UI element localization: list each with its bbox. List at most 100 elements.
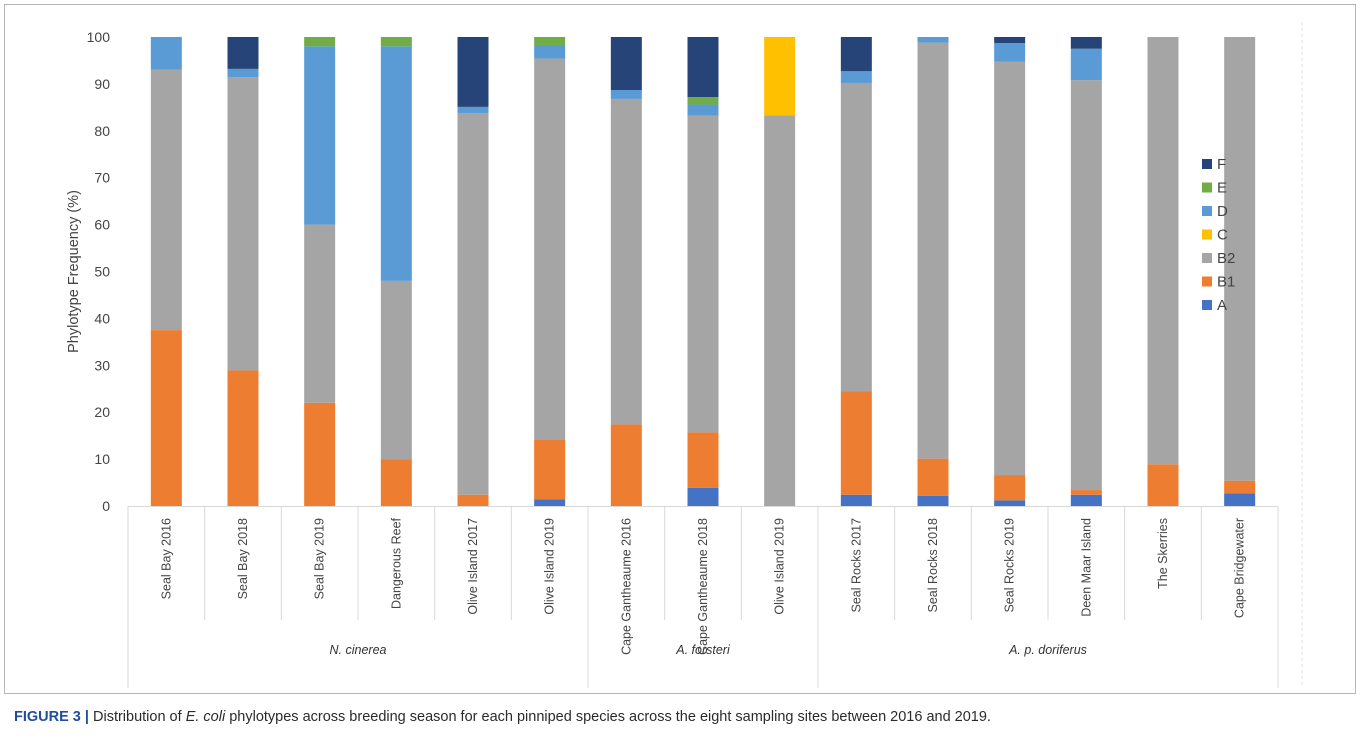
legend-label: A bbox=[1217, 297, 1227, 314]
bar-segment-B2 bbox=[1070, 80, 1102, 491]
bar-segment-B1 bbox=[687, 432, 719, 488]
bar-segment-B2 bbox=[227, 77, 259, 371]
legend-label: B1 bbox=[1217, 274, 1235, 291]
bar-segment-D bbox=[227, 68, 259, 78]
bar-segment-D bbox=[534, 44, 566, 59]
bar-segment-C bbox=[764, 37, 796, 116]
bar-segment-F bbox=[610, 37, 642, 90]
bar-segment-B1 bbox=[1224, 480, 1256, 494]
bar-segment-F bbox=[840, 37, 872, 72]
y-tick-label: 10 bbox=[94, 451, 110, 467]
y-tick-label: 30 bbox=[94, 357, 110, 373]
chart-frame bbox=[4, 4, 1356, 694]
bar-segment-B2 bbox=[687, 115, 719, 433]
category-label: Olive Island 2019 bbox=[773, 518, 787, 615]
y-tick-label: 40 bbox=[94, 310, 110, 326]
bar-segment-B2 bbox=[610, 98, 642, 425]
bar-segment-A bbox=[687, 487, 719, 506]
y-tick-label: 70 bbox=[94, 170, 110, 186]
legend-label: C bbox=[1217, 227, 1228, 244]
bar-segment-B1 bbox=[380, 459, 412, 506]
bar-segment-B2 bbox=[840, 82, 872, 392]
bar-segment-B1 bbox=[917, 458, 949, 496]
caption-text-before: Distribution of bbox=[88, 709, 186, 725]
bar-segment-E bbox=[687, 97, 719, 105]
bar-segment-B2 bbox=[1147, 37, 1179, 465]
legend-label: B2 bbox=[1217, 250, 1235, 267]
group-label: A. p. doriferus bbox=[1008, 643, 1087, 657]
caption-label: FIGURE 3 | bbox=[14, 709, 89, 725]
bar-segment-B1 bbox=[150, 330, 182, 506]
category-label: The Skerries bbox=[1156, 518, 1170, 589]
stacked-bar-chart: 0 10 20 30 40 50 60 70 80 90 100 Phylotype Frequenc… bbox=[66, 22, 1303, 688]
category-label: Seal Bay 2018 bbox=[236, 518, 250, 599]
caption-text-after: phylotypes across breeding season for ea… bbox=[225, 709, 991, 725]
bar-segment-B2 bbox=[457, 112, 489, 495]
y-tick-label: 60 bbox=[94, 217, 110, 233]
bar-segment-D bbox=[304, 46, 336, 225]
category-label: Seal Bay 2016 bbox=[159, 518, 173, 599]
bar-segment-B1 bbox=[534, 439, 566, 500]
bar-segment-D bbox=[840, 71, 872, 83]
category-label: Seal Rocks 2018 bbox=[926, 518, 940, 613]
bar-segment-D bbox=[917, 37, 949, 43]
bar-segment-D bbox=[687, 104, 719, 116]
bar-segment-A bbox=[534, 499, 566, 506]
bar-segment-A bbox=[1070, 494, 1102, 506]
bar-segment-B1 bbox=[227, 370, 259, 506]
category-label: Cape Gantheaume 2016 bbox=[619, 518, 633, 655]
bar-segment-E bbox=[304, 37, 336, 47]
bar-segment-B1 bbox=[304, 402, 336, 506]
bar-segment-D bbox=[1070, 48, 1102, 81]
category-label: Dangerous Reef bbox=[389, 517, 403, 609]
bar-segment-D bbox=[994, 43, 1026, 62]
bar-segment-D bbox=[610, 89, 642, 99]
legend-label: D bbox=[1217, 203, 1228, 220]
bar-segment-F bbox=[994, 37, 1026, 44]
bar-segment-F bbox=[457, 37, 489, 107]
bar-segment-B1 bbox=[994, 475, 1026, 501]
legend-swatch-F bbox=[1202, 159, 1212, 169]
bar-segment-A bbox=[1224, 493, 1256, 506]
bar-segment-A bbox=[840, 494, 872, 506]
y-axis-title: Phylotype Frequency (%) bbox=[66, 190, 82, 353]
bar-segment-B2 bbox=[994, 61, 1026, 476]
legend-swatch-D bbox=[1202, 206, 1212, 216]
bar-segment-B1 bbox=[1147, 464, 1179, 506]
category-label: Deen Maar Island bbox=[1079, 518, 1093, 617]
bar-segment-F bbox=[227, 37, 259, 69]
bar-segment-D bbox=[380, 46, 412, 281]
bar-segment-B1 bbox=[1070, 490, 1102, 495]
bar-segment-B1 bbox=[610, 424, 642, 506]
bar-segment-F bbox=[687, 37, 719, 98]
caption-italic: E. coli bbox=[185, 709, 226, 725]
bar-segment-F bbox=[1070, 37, 1102, 49]
group-label: N. cinerea bbox=[330, 643, 387, 657]
bar-segment-E bbox=[534, 37, 566, 45]
bar-segment-B2 bbox=[534, 58, 566, 440]
category-label: Olive Island 2019 bbox=[543, 518, 557, 615]
y-tick-label: 20 bbox=[94, 404, 110, 420]
bar-segment-B2 bbox=[764, 115, 796, 506]
category-label: Seal Rocks 2017 bbox=[849, 518, 863, 613]
bar-segment-B2 bbox=[304, 224, 336, 403]
category-label: Seal Rocks 2019 bbox=[1003, 518, 1017, 613]
legend-label: E bbox=[1217, 180, 1227, 197]
category-label: Olive Island 2017 bbox=[466, 518, 480, 615]
bar-segment-D bbox=[457, 106, 489, 113]
legend-swatch-B1 bbox=[1202, 276, 1212, 287]
y-tick-label: 50 bbox=[94, 264, 110, 280]
legend-swatch-C bbox=[1202, 229, 1212, 240]
legend-swatch-E bbox=[1202, 182, 1212, 193]
category-label: Cape Bridgewater bbox=[1233, 518, 1247, 618]
bar-segment-E bbox=[380, 37, 412, 47]
bar-segment-A bbox=[994, 500, 1026, 506]
legend-swatch-A bbox=[1202, 300, 1212, 310]
bar-segment-B2 bbox=[1224, 37, 1256, 481]
bar-segment-B1 bbox=[840, 391, 872, 495]
y-tick-label: 90 bbox=[94, 76, 110, 92]
bar-segment-B2 bbox=[380, 280, 412, 460]
legend-swatch-B2 bbox=[1202, 253, 1212, 263]
category-label: Cape Gantheaume 2018 bbox=[696, 518, 710, 655]
